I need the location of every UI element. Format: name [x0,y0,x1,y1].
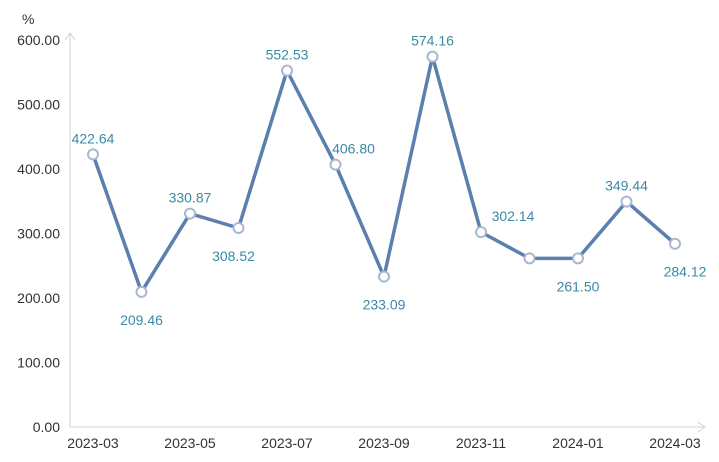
y-unit-label: % [22,11,34,27]
data-label: 233.09 [363,297,406,313]
data-label: 284.12 [664,264,707,280]
data-point [281,64,293,77]
y-tick-label: 100.00 [17,355,60,371]
y-tick-label: 500.00 [17,97,60,113]
x-tick-label: 2023-03 [67,435,119,451]
data-point [184,207,196,220]
x-tick-label: 2024-03 [649,435,701,451]
x-tick-label: 2023-05 [164,435,216,451]
y-tick-label: 600.00 [17,32,60,48]
x-tick-label: 2023-11 [456,435,507,451]
data-point [329,158,342,171]
data-point [572,252,584,265]
data-label: 422.64 [72,130,115,146]
data-label: 406.80 [332,141,375,157]
data-point [669,237,681,250]
data-label: 302.14 [492,208,535,224]
data-point [378,270,390,283]
y-tick-label: 400.00 [17,161,60,177]
x-tick-label: 2024-01 [552,435,604,451]
data-point [475,226,487,239]
data-label: 330.87 [169,190,212,206]
data-point [620,195,633,208]
y-tick-label: 0.00 [33,419,60,435]
data-point [232,222,245,235]
data-point [426,50,439,63]
series-line [91,54,677,294]
data-label: 349.44 [605,178,648,194]
data-label: 574.16 [411,33,454,49]
data-point [135,285,148,298]
y-tick-label: 200.00 [17,290,60,306]
data-label: 209.46 [120,312,163,328]
x-tick-label: 2023-09 [358,435,410,451]
y-axis-arrow [64,32,76,41]
x-tick-label: 2023-07 [261,435,313,451]
data-label: 308.52 [212,248,255,264]
y-tick-label: 300.00 [17,226,60,242]
data-label: 261.50 [557,278,600,294]
data-label: 552.53 [266,47,309,63]
data-point [87,148,99,161]
data-point [523,252,536,265]
x-axis-arrow [697,421,706,433]
